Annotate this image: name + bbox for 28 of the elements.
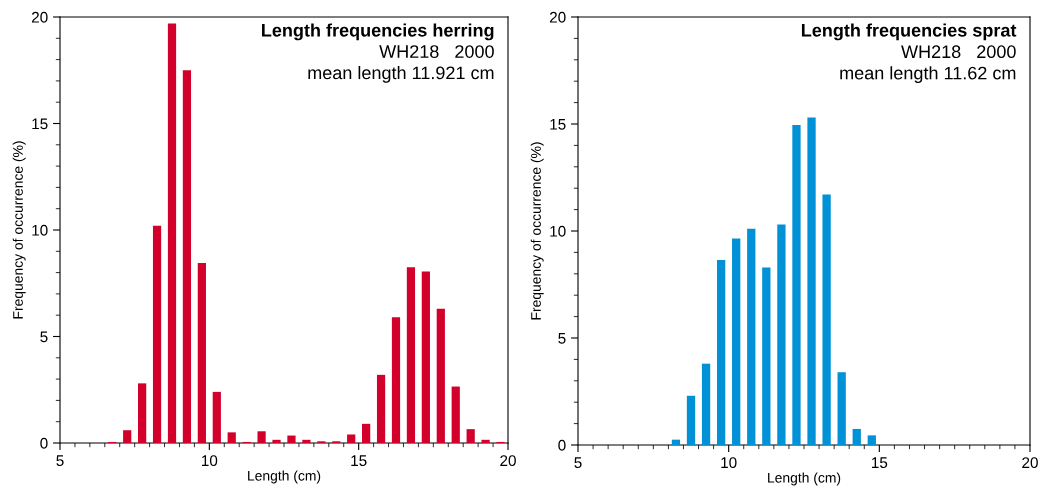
x-tick-label: 20	[1022, 457, 1038, 469]
y-tick-label: 0	[40, 437, 48, 449]
x-tick-label: 5	[56, 455, 64, 467]
x-tick-label: 15	[351, 455, 367, 467]
y-tick-label: 5	[40, 331, 48, 343]
annotation: mean length 11.921 cm	[308, 65, 494, 83]
x-axis-title: Length (cm)	[248, 470, 321, 484]
x-tick-label: 20	[500, 455, 516, 467]
y-axis-title: Frequency of occurrence (%)	[12, 141, 26, 319]
x-axis-title: Length (cm)	[768, 472, 841, 486]
y-tick-label: 10	[32, 224, 48, 236]
y-tick-label: 0	[558, 439, 566, 451]
y-tick-label: 10	[550, 225, 566, 237]
x-tick-label: 15	[872, 457, 888, 469]
text: WH218 2000	[901, 45, 1016, 59]
chart-title: Length frequencies sprat	[801, 23, 1017, 41]
chart-title: Length frequencies herring	[262, 23, 494, 41]
y-tick-label: 20	[549, 11, 566, 23]
text: WH218 2000	[379, 45, 494, 58]
x-tick-label: 5	[574, 457, 582, 469]
x-tick-label: 10	[202, 455, 218, 467]
annotation: mean length 11.62 cm	[840, 66, 1016, 84]
x-tick-label: 10	[721, 457, 737, 469]
y-tick-label: 15	[32, 118, 48, 130]
y-tick-label: 5	[558, 333, 566, 344]
y-axis-title: Frequency of occurrence (%)	[530, 142, 544, 320]
y-tick-label: 20	[31, 11, 48, 23]
y-tick-label: 15	[550, 119, 566, 130]
